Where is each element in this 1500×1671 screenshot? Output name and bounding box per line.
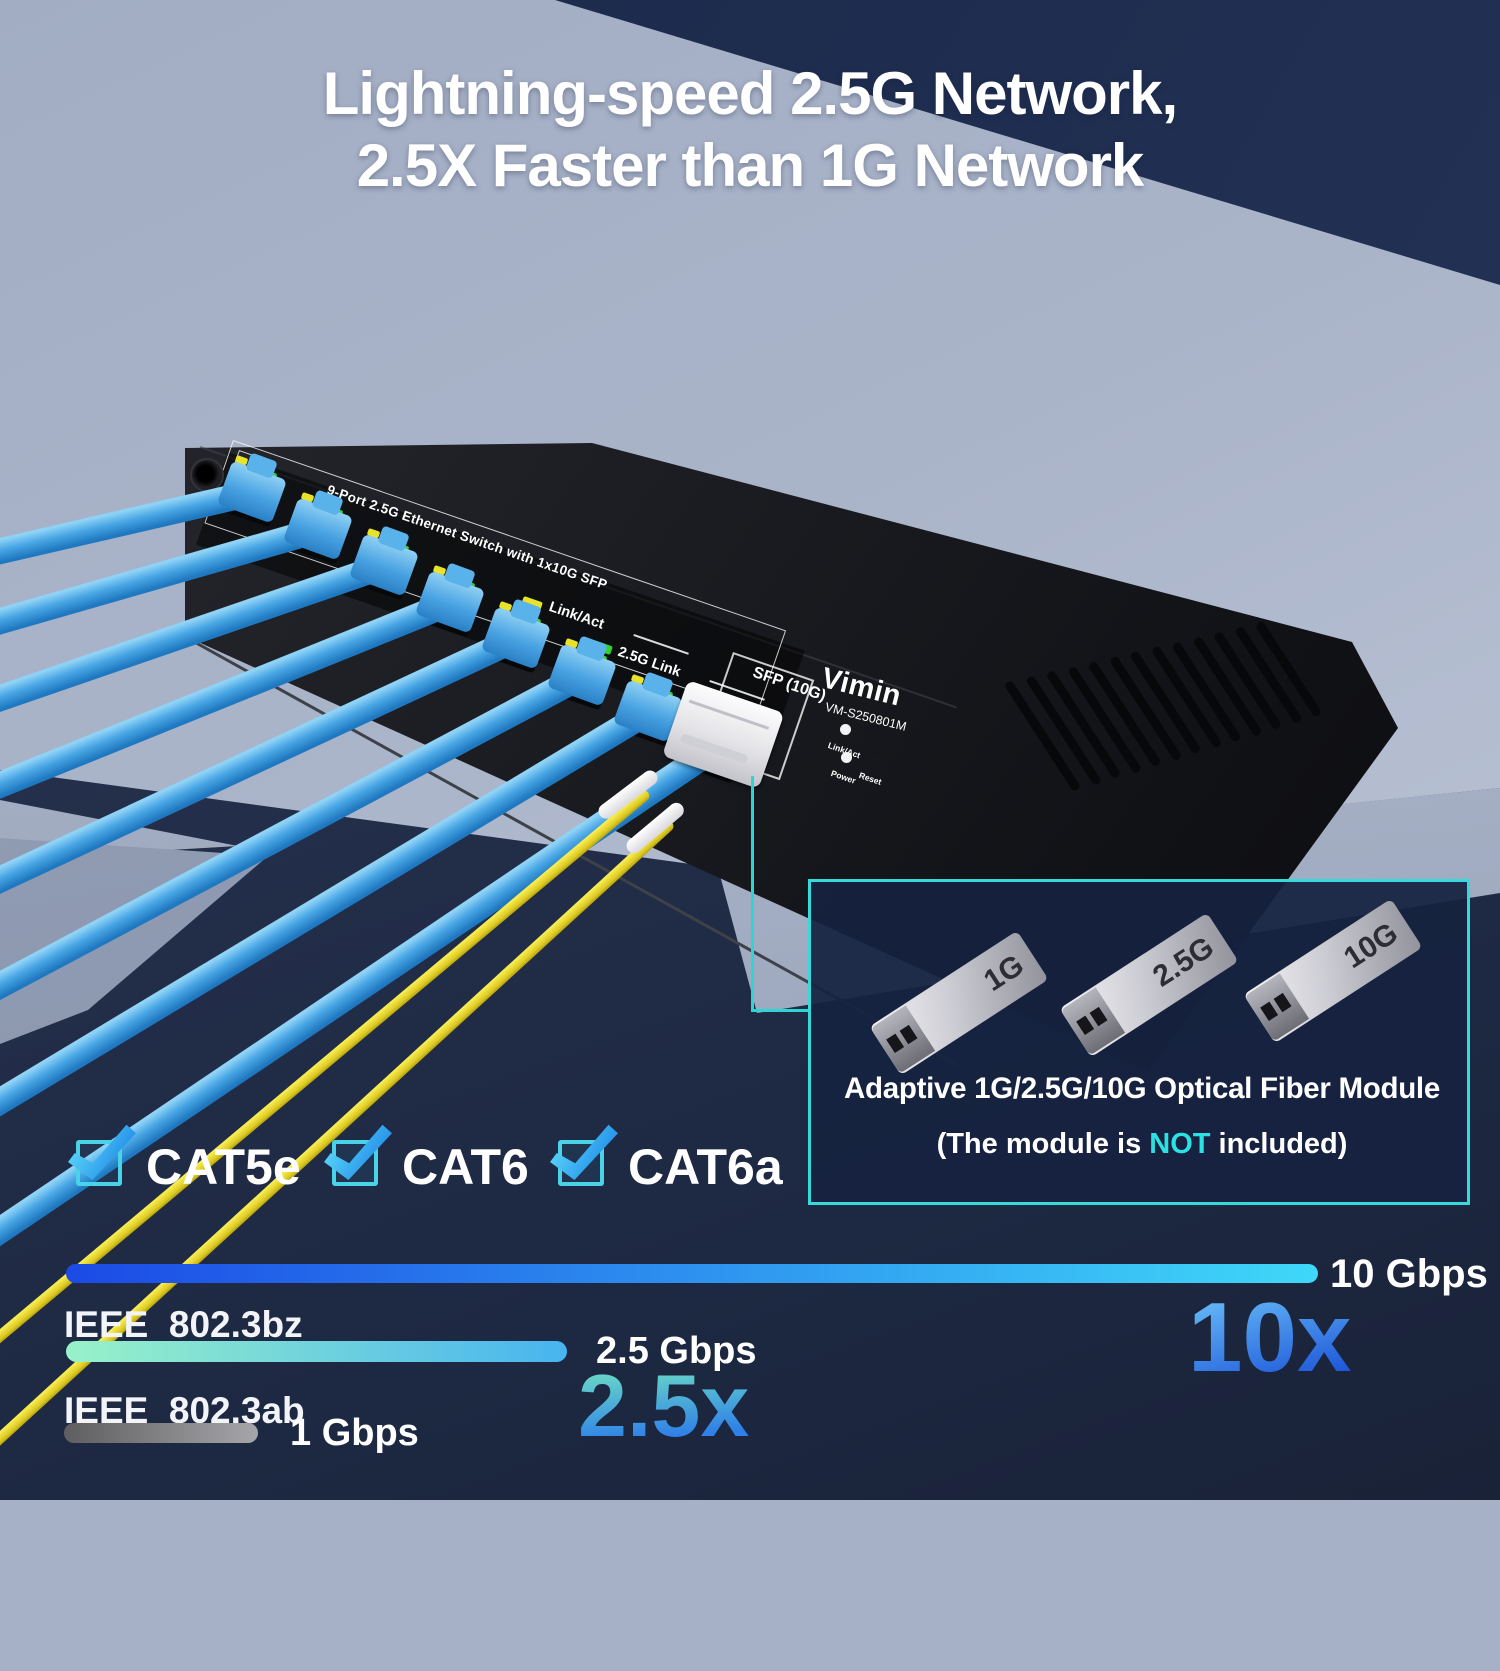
cable-type-label: CAT6a xyxy=(628,1139,783,1195)
title-line-1: Lightning-speed 2.5G Network, xyxy=(322,60,1178,127)
inset-note: (The module is NOT included) xyxy=(936,1128,1348,1160)
inset-caption: Adaptive 1G/2.5G/10G Optical Fiber Modul… xyxy=(844,1072,1440,1105)
linkact-led xyxy=(840,724,851,735)
cable-type-label: CAT6 xyxy=(402,1139,529,1195)
callout-line-vertical xyxy=(751,776,754,1012)
speed-bar-25g xyxy=(66,1341,567,1362)
sfp-module-2-5g: 2.5G xyxy=(1059,912,1239,1058)
sfp-module-10g: 10G xyxy=(1243,898,1423,1044)
speed-value-10g: 10 Gbps xyxy=(1330,1252,1488,1296)
speed-bar-1g xyxy=(64,1423,258,1443)
cable-type-label: CAT5e xyxy=(146,1139,301,1195)
speed-value-1g: 1 Gbps xyxy=(290,1412,419,1454)
sfp-module-1g: 1G xyxy=(869,930,1049,1076)
multiplier-25x: 2.5x xyxy=(578,1356,750,1455)
multiplier-10x: 10x xyxy=(1188,1282,1352,1392)
power-led xyxy=(841,752,852,763)
standard-8023bz: IEEE 802.3bz xyxy=(64,1304,303,1345)
page-title: Lightning-speed 2.5G Network, 2.5X Faste… xyxy=(0,58,1500,202)
sfp-modules-inset: 1G 2.5G 10G Adaptive 1G/2.5G/10G Optical… xyxy=(808,879,1470,1205)
not-highlight: NOT xyxy=(1149,1128,1211,1160)
reset-hole xyxy=(871,755,879,763)
callout-line-horizontal xyxy=(751,1009,809,1012)
speed-value-25g: 2.5 Gbps xyxy=(596,1330,757,1372)
title-line-2: 2.5X Faster than 1G Network xyxy=(356,132,1145,199)
speed-bar-10g xyxy=(66,1264,1318,1283)
